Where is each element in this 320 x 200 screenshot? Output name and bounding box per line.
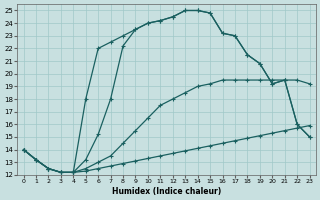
X-axis label: Humidex (Indice chaleur): Humidex (Indice chaleur) xyxy=(112,187,221,196)
